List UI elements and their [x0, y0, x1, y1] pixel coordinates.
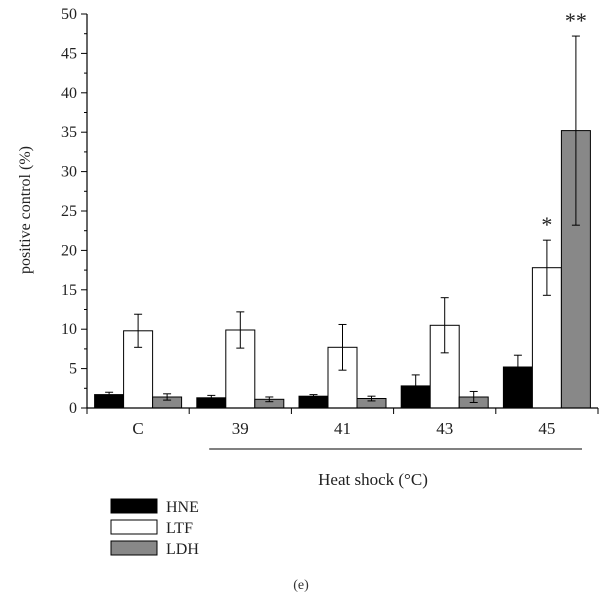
legend-item-hne: HNE — [110, 498, 199, 516]
error-bar-hne-45 — [513, 354, 522, 380]
group-label: Heat shock (°C) — [318, 470, 428, 489]
significance-marker-ldh: ** — [565, 8, 587, 33]
legend-item-ltf: LTF — [110, 519, 193, 537]
error-bar-ldh-c — [163, 393, 172, 401]
y-tick-label-35: 35 — [61, 124, 77, 141]
error-bar-ltf-c — [134, 313, 143, 348]
panel-label: (e) — [293, 578, 309, 593]
error-bar-hne-43 — [411, 374, 420, 398]
x-tick-label-39: 39 — [232, 419, 249, 438]
group-bracket: Heat shock (°C) — [209, 448, 582, 489]
y-tick-label-45: 45 — [61, 45, 77, 62]
legend-label-hne: HNE — [166, 499, 199, 516]
error-bar-ltf-41 — [338, 323, 347, 371]
x-tick-label-45: 45 — [538, 419, 555, 438]
error-bar-ltf-45 — [542, 239, 551, 296]
error-bar-ldh-39 — [265, 396, 274, 403]
error-bar-hne-c — [105, 391, 114, 398]
x-tick-label-43: 43 — [436, 419, 453, 438]
legend-swatch-ldh — [110, 540, 158, 556]
bar-hne-45 — [502, 366, 533, 409]
legend: HNE LTF LDH — [110, 498, 199, 558]
bars: *** — [94, 8, 591, 409]
x-tick-label-c: C — [132, 419, 143, 438]
legend-swatch-hne — [110, 498, 158, 514]
error-bar-ltf-43 — [440, 297, 449, 354]
error-bar-hne-39 — [207, 394, 216, 401]
y-tick-label-5: 5 — [69, 361, 77, 378]
error-bar-ltf-39 — [236, 311, 245, 349]
error-bar-ldh-41 — [367, 395, 376, 402]
legend-swatch-ltf — [110, 519, 158, 535]
significance-marker-ltf: * — [541, 212, 552, 237]
y-tick-label-30: 30 — [61, 164, 77, 181]
legend-label-ltf: LTF — [166, 520, 193, 537]
y-tick-label-50: 50 — [61, 6, 77, 23]
error-bar-hne-41 — [309, 394, 318, 399]
legend-label-ldh: LDH — [166, 541, 199, 558]
y-axis-label: positive control (%) — [17, 146, 34, 274]
error-bar-ldh-45 — [571, 35, 580, 226]
axes: 0 5 10 15 20 25 30 35 40 45 50 C 39 41 43 45 — [61, 6, 599, 438]
error-bar-ldh-43 — [469, 390, 478, 403]
legend-item-ldh: LDH — [110, 540, 199, 558]
y-tick-label-25: 25 — [61, 203, 77, 220]
x-tick-label-41: 41 — [334, 419, 351, 438]
y-tick-label-20: 20 — [61, 242, 77, 259]
y-tick-label-40: 40 — [61, 85, 77, 102]
y-tick-label-10: 10 — [61, 321, 77, 338]
y-tick-label-15: 15 — [61, 282, 77, 299]
y-tick-label-0: 0 — [69, 400, 77, 417]
